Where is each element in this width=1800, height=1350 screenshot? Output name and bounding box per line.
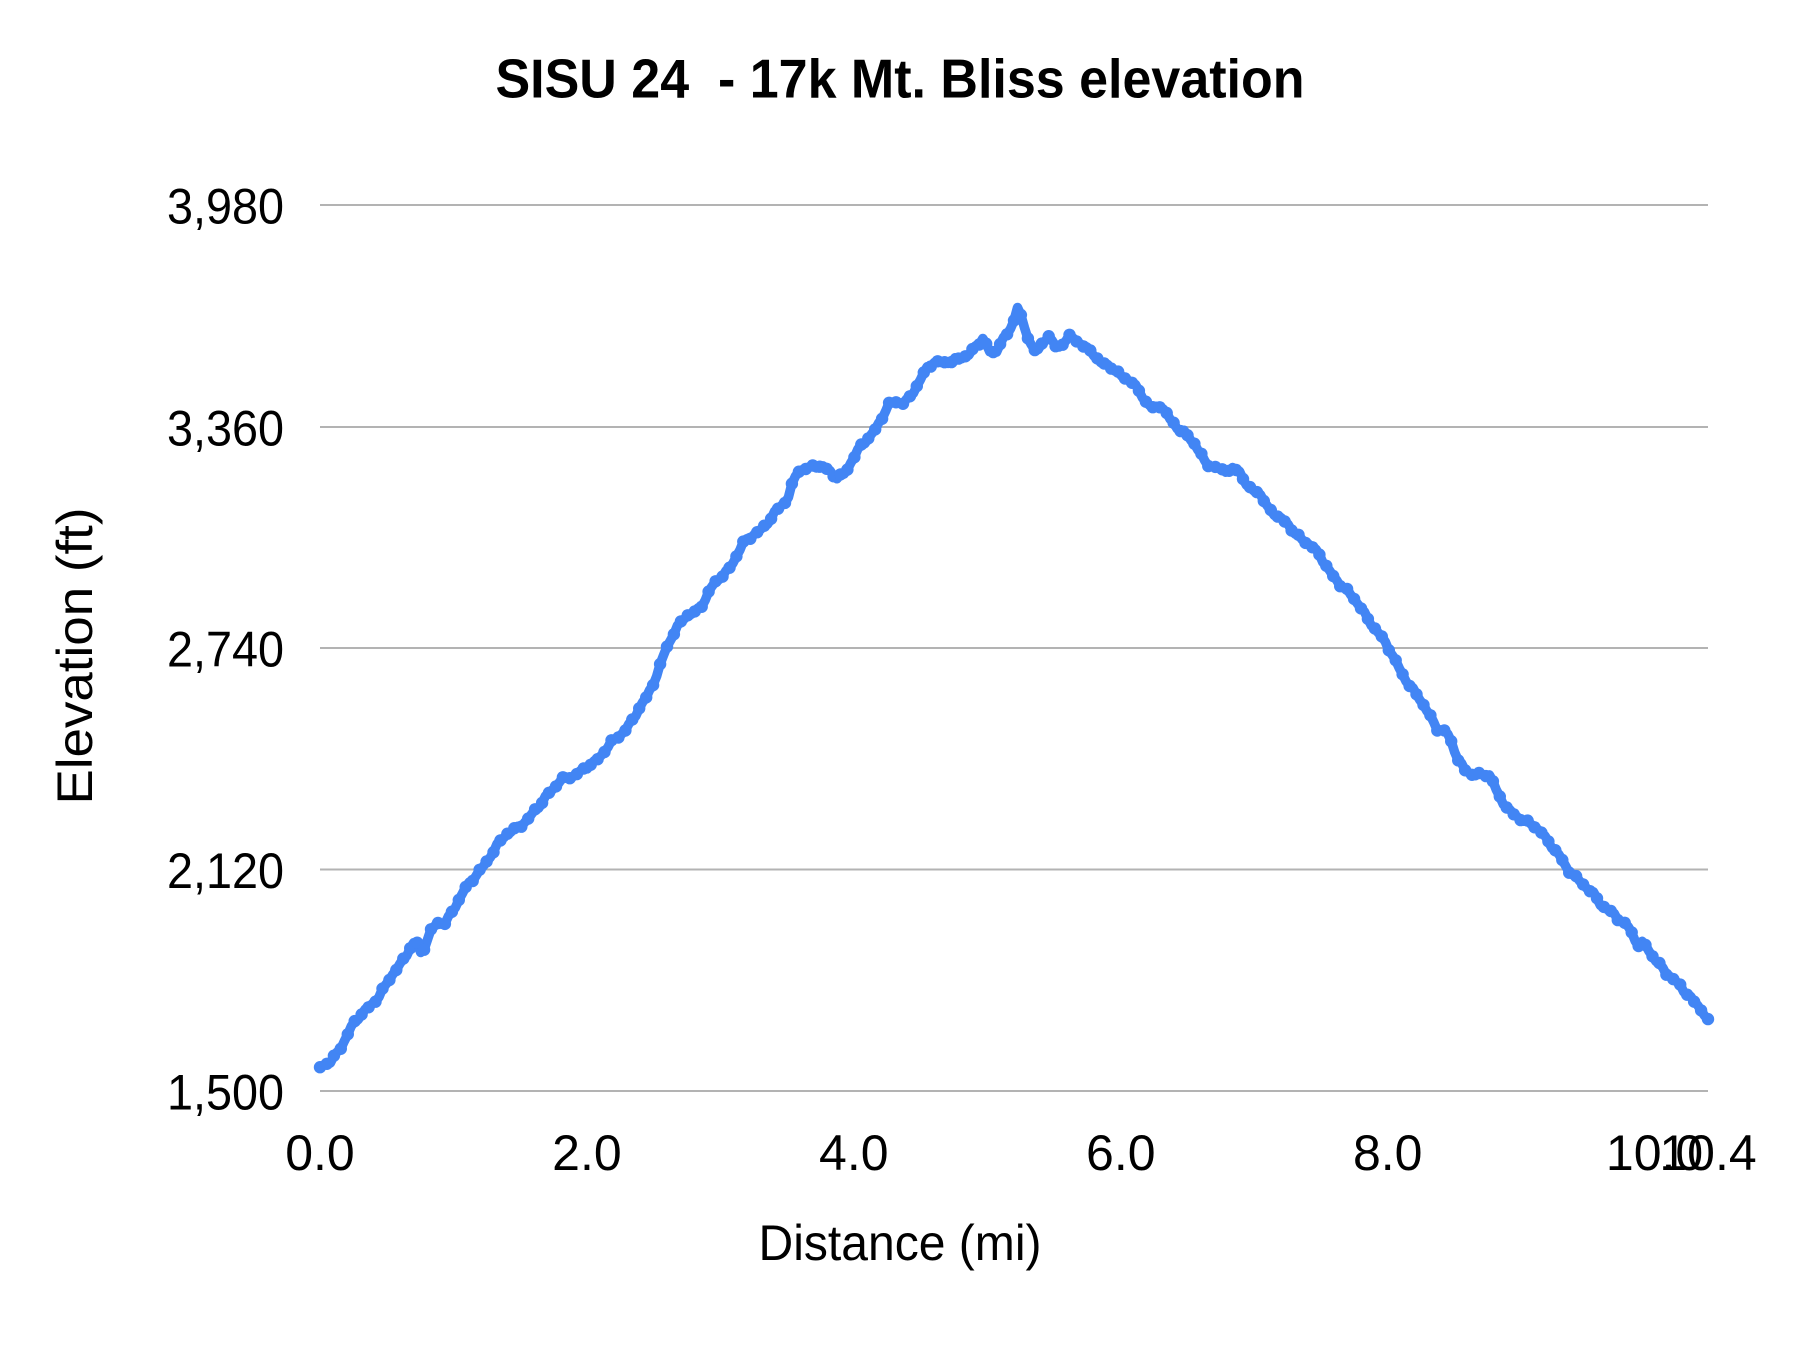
svg-text:4.0: 4.0	[819, 1125, 889, 1181]
svg-text:10.4: 10.4	[1659, 1125, 1756, 1181]
svg-text:1,500: 1,500	[167, 1065, 284, 1121]
svg-text:6.0: 6.0	[1086, 1125, 1156, 1181]
svg-text:10.0: 10.0	[1606, 1125, 1703, 1181]
svg-text:2,120: 2,120	[167, 843, 284, 899]
svg-text:Distance (mi): Distance (mi)	[759, 1215, 1042, 1271]
svg-text:SISU 24 - 17k Mt. Bliss eleva: SISU 24 - 17k Mt. Bliss elevation	[496, 48, 1305, 110]
svg-text:2,740: 2,740	[167, 622, 284, 678]
svg-text:2.0: 2.0	[552, 1125, 622, 1181]
svg-text:8.0: 8.0	[1353, 1125, 1423, 1181]
svg-text:3,360: 3,360	[167, 401, 284, 457]
svg-text:Elevation (ft): Elevation (ft)	[47, 508, 103, 805]
svg-text:3,980: 3,980	[167, 179, 284, 235]
svg-text:0.0: 0.0	[285, 1125, 355, 1181]
